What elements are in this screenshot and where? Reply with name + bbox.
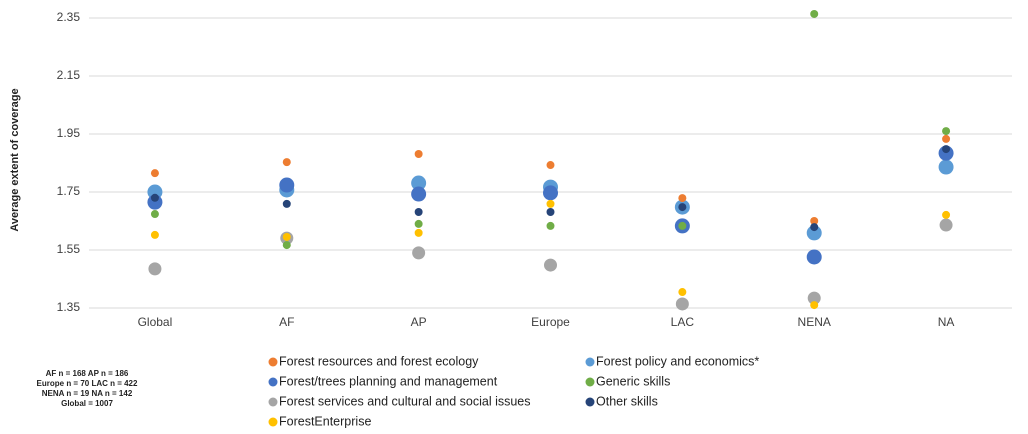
legend-label: Forest resources and forest ecology [279, 354, 479, 368]
x-tick-label: NA [938, 315, 955, 329]
dot [546, 161, 555, 170]
dot [543, 185, 558, 201]
y-tick-label: 2.15 [57, 68, 81, 82]
y-tick-label: 1.55 [57, 242, 81, 256]
dot [678, 288, 687, 297]
legend-swatch [585, 357, 595, 367]
dot [675, 297, 689, 311]
dot [279, 177, 295, 193]
dot [411, 175, 427, 191]
dot [546, 208, 555, 217]
dot [546, 199, 555, 208]
legend-swatch [585, 397, 595, 407]
y-tick-label: 1.75 [57, 184, 81, 198]
x-tick-label: Europe [531, 315, 570, 329]
x-tick-label: Global [138, 315, 173, 329]
dot [282, 232, 291, 241]
dot [678, 221, 687, 230]
dot [678, 203, 687, 212]
dot [282, 158, 291, 167]
x-tick-label: AF [279, 315, 294, 329]
dot [546, 221, 555, 230]
dot [148, 262, 162, 276]
dot [150, 210, 159, 219]
dot [411, 186, 427, 202]
dot [939, 218, 953, 232]
dot [810, 9, 819, 18]
dot [414, 219, 423, 228]
y-tick-label: 1.95 [57, 126, 81, 140]
note: Europe n = 70 LAC n = 422 [37, 379, 138, 388]
y-tick-label: 1.35 [57, 300, 81, 314]
legend-label: Other skills [596, 394, 658, 408]
dot [150, 193, 159, 202]
dot [412, 246, 426, 260]
legend-swatch [268, 377, 278, 387]
note: AF n = 168 AP n = 186 [46, 369, 129, 378]
dot [414, 150, 423, 159]
legend-label: Forest policy and economics* [596, 354, 759, 368]
dot [942, 210, 951, 219]
legend-swatch [268, 417, 278, 427]
legend-label: ForestEnterprise [279, 414, 371, 428]
dot [150, 169, 159, 178]
x-tick-label: AP [411, 315, 427, 329]
dot [942, 145, 951, 154]
dot [810, 223, 819, 232]
dot [942, 134, 951, 143]
dot [150, 230, 159, 239]
dot [807, 291, 821, 305]
legend-swatch [585, 377, 595, 387]
note: Global = 1007 [61, 399, 113, 408]
dot [282, 199, 291, 208]
legend-swatch [268, 397, 278, 407]
dot [678, 194, 687, 203]
dot [810, 217, 819, 225]
y-axis-title: Average extent of coverage [9, 88, 21, 231]
legend-label: Generic skills [596, 374, 670, 388]
dot [806, 225, 822, 241]
x-tick-label: NENA [798, 315, 831, 329]
legend-label: Forest services and cultural and social … [279, 394, 531, 408]
dot [414, 208, 423, 217]
dot [414, 228, 423, 237]
y-tick-label: 2.35 [57, 10, 81, 24]
x-tick-label: LAC [671, 315, 695, 329]
dot [942, 127, 951, 136]
dot [282, 241, 291, 250]
legend-label: Forest/trees planning and management [279, 374, 498, 388]
dot [938, 159, 954, 175]
note: NENA n = 19 NA n = 142 [42, 389, 133, 398]
dot [806, 249, 822, 265]
dot [544, 258, 557, 272]
dot [810, 301, 819, 310]
legend-swatch [268, 357, 278, 367]
